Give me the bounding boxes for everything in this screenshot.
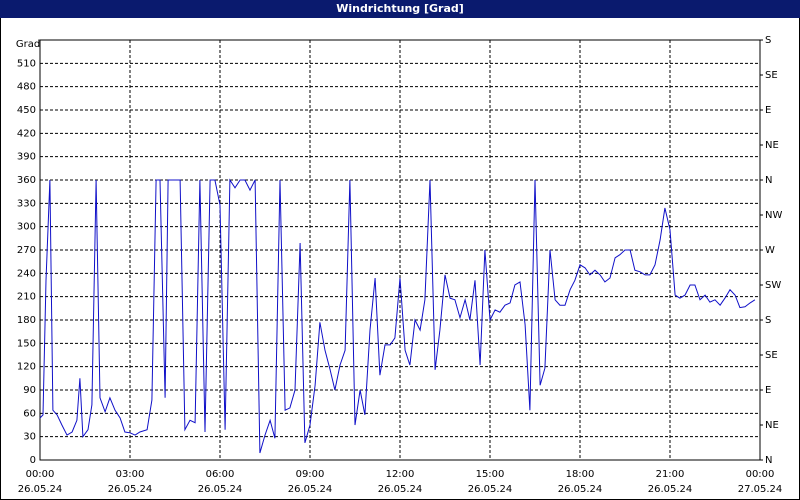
x-tick-label: 06:00 [206, 469, 235, 480]
y-tick-label: 180 [17, 315, 36, 326]
y2-tick-label: E [765, 105, 771, 116]
title-bar [0, 0, 800, 18]
y-tick-label: 450 [17, 105, 36, 116]
y-tick-label: 420 [17, 128, 36, 139]
y-tick-label: 90 [23, 385, 36, 396]
y2-tick-label: NW [765, 210, 782, 221]
y-axis-label: Grad [16, 39, 40, 50]
y2-tick-label: S [765, 315, 771, 326]
x-tick-date: 26.05.24 [108, 484, 153, 495]
x-tick-label: 00:00 [746, 469, 775, 480]
y2-tick-label: E [765, 385, 771, 396]
x-tick-date: 26.05.24 [558, 484, 603, 495]
x-tick-date: 26.05.24 [18, 484, 63, 495]
y-tick-label: 240 [17, 268, 36, 279]
y2-tick-label: NE [765, 420, 779, 431]
x-tick-label: 21:00 [656, 469, 685, 480]
y2-tick-label: N [765, 455, 772, 466]
x-tick-label: 00:00 [26, 469, 55, 480]
y2-tick-label: S [765, 35, 771, 46]
y2-tick-label: W [765, 245, 775, 256]
x-tick-date: 26.05.24 [468, 484, 513, 495]
x-tick-label: 18:00 [566, 469, 595, 480]
y2-tick-label: SE [765, 350, 778, 361]
y-tick-label: 120 [17, 362, 36, 373]
y2-tick-label: SW [765, 280, 781, 291]
y-tick-label: 330 [17, 198, 36, 209]
y2-tick-label: N [765, 175, 772, 186]
x-tick-date: 26.05.24 [378, 484, 423, 495]
y-tick-label: 300 [17, 222, 36, 233]
y-tick-label: 60 [23, 408, 36, 419]
y-tick-label: 210 [17, 292, 36, 303]
y-tick-label: 0 [30, 455, 36, 466]
x-tick-date: 26.05.24 [198, 484, 243, 495]
y2-tick-label: NE [765, 140, 779, 151]
x-tick-label: 15:00 [476, 469, 505, 480]
x-tick-label: 09:00 [296, 469, 325, 480]
y-tick-label: 390 [17, 152, 36, 163]
y-tick-label: 360 [17, 175, 36, 186]
x-tick-date: 26.05.24 [288, 484, 333, 495]
x-tick-label: 03:00 [116, 469, 145, 480]
y-tick-label: 150 [17, 338, 36, 349]
data-line [39, 178, 756, 454]
y-tick-label: 270 [17, 245, 36, 256]
y-tick-label: 480 [17, 82, 36, 93]
y-tick-label: 30 [23, 432, 36, 443]
x-tick-label: 12:00 [386, 469, 415, 480]
x-tick-date: 27.05.24 [738, 484, 783, 495]
y-tick-label: 510 [17, 58, 36, 69]
x-tick-date: 26.05.24 [648, 484, 693, 495]
chart-title: Windrichtung [Grad] [336, 2, 464, 15]
y2-tick-label: SE [765, 70, 778, 81]
